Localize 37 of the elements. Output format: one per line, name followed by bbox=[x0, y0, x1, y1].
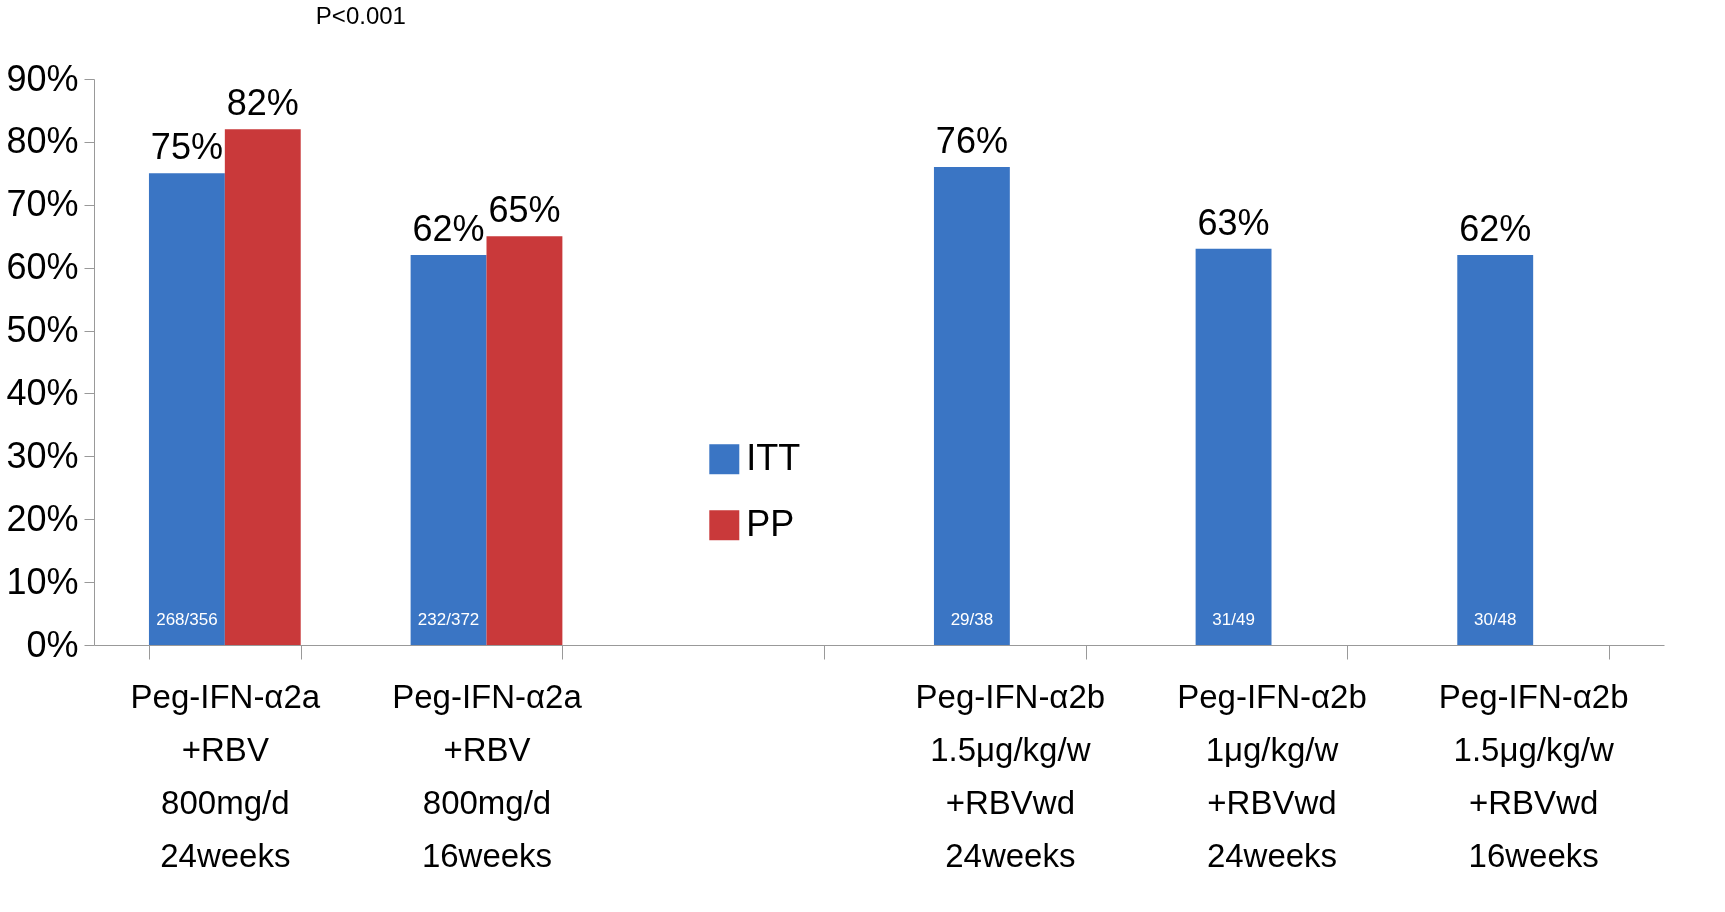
x-tick-label: Peg-IFN-α2b 1.5μg/kg/w +RBVwd 24weeks bbox=[915, 677, 1106, 874]
annotation: 30/48 bbox=[1473, 609, 1517, 629]
y-tick-label: 10% bbox=[6, 560, 79, 602]
x-tick-label: Peg-IFN-α2b 1.5μg/kg/w +RBVwd 16weeks bbox=[1438, 677, 1629, 874]
annotation: 31/49 bbox=[1212, 609, 1255, 629]
bar bbox=[410, 255, 487, 645]
bar bbox=[148, 173, 225, 645]
y-tick-label: 80% bbox=[6, 120, 79, 162]
bar bbox=[224, 129, 301, 645]
annotation: 268/356 bbox=[156, 609, 218, 629]
text: P<0.001 bbox=[315, 2, 406, 29]
data-label: 65% bbox=[488, 189, 561, 231]
bar bbox=[933, 167, 1010, 645]
data-label: 76% bbox=[935, 120, 1008, 162]
annotation: 29/38 bbox=[950, 609, 994, 629]
data-label: 62% bbox=[412, 208, 485, 250]
data-label: 82% bbox=[226, 82, 299, 124]
y-tick-label: 30% bbox=[6, 434, 79, 476]
y-tick-label: 20% bbox=[6, 497, 79, 539]
x-tick-label: Peg-IFN-α2b 1μg/kg/w +RBVwd 24weeks bbox=[1177, 677, 1367, 874]
y-tick-label: 70% bbox=[6, 183, 79, 225]
y-tick-label: 90% bbox=[6, 57, 79, 99]
y-tick-label: 60% bbox=[6, 246, 79, 288]
x-tick-label: Peg-IFN-α2a +RBV 800mg/d 24weeks bbox=[130, 677, 321, 874]
y-tick-label: 0% bbox=[26, 623, 79, 665]
bar bbox=[486, 236, 563, 645]
x-tick-label: Peg-IFN-α2a +RBV 800mg/d 16weeks bbox=[392, 677, 583, 874]
y-tick-label: 50% bbox=[6, 309, 79, 351]
y-tick-label: 40% bbox=[6, 371, 79, 413]
legend-label: PP bbox=[746, 503, 795, 545]
legend-label: ITT bbox=[746, 437, 801, 479]
data-label: 63% bbox=[1197, 201, 1270, 243]
bar bbox=[1195, 248, 1272, 645]
bar bbox=[1457, 255, 1534, 645]
data-label: 62% bbox=[1459, 208, 1532, 250]
data-label: 75% bbox=[150, 126, 223, 168]
annotation: 232/372 bbox=[417, 609, 480, 629]
